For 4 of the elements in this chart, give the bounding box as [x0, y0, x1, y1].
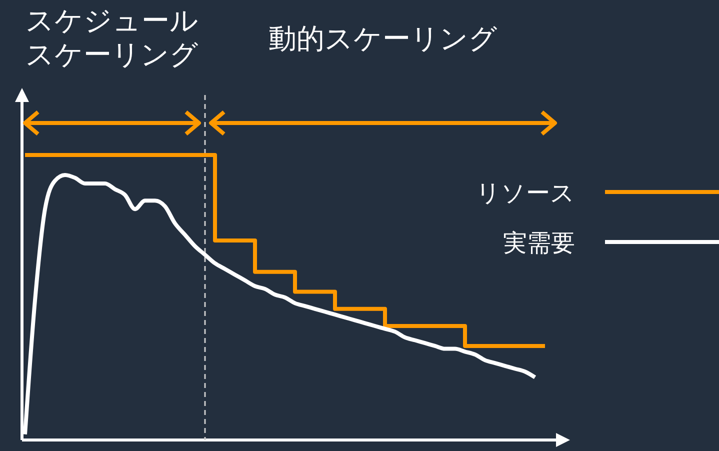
legend-label: リソース — [476, 179, 575, 207]
text: 動的スケーリング — [268, 22, 498, 55]
text: スケジュールスケーリング — [26, 4, 198, 71]
legend-label: 実需要 — [503, 229, 575, 257]
